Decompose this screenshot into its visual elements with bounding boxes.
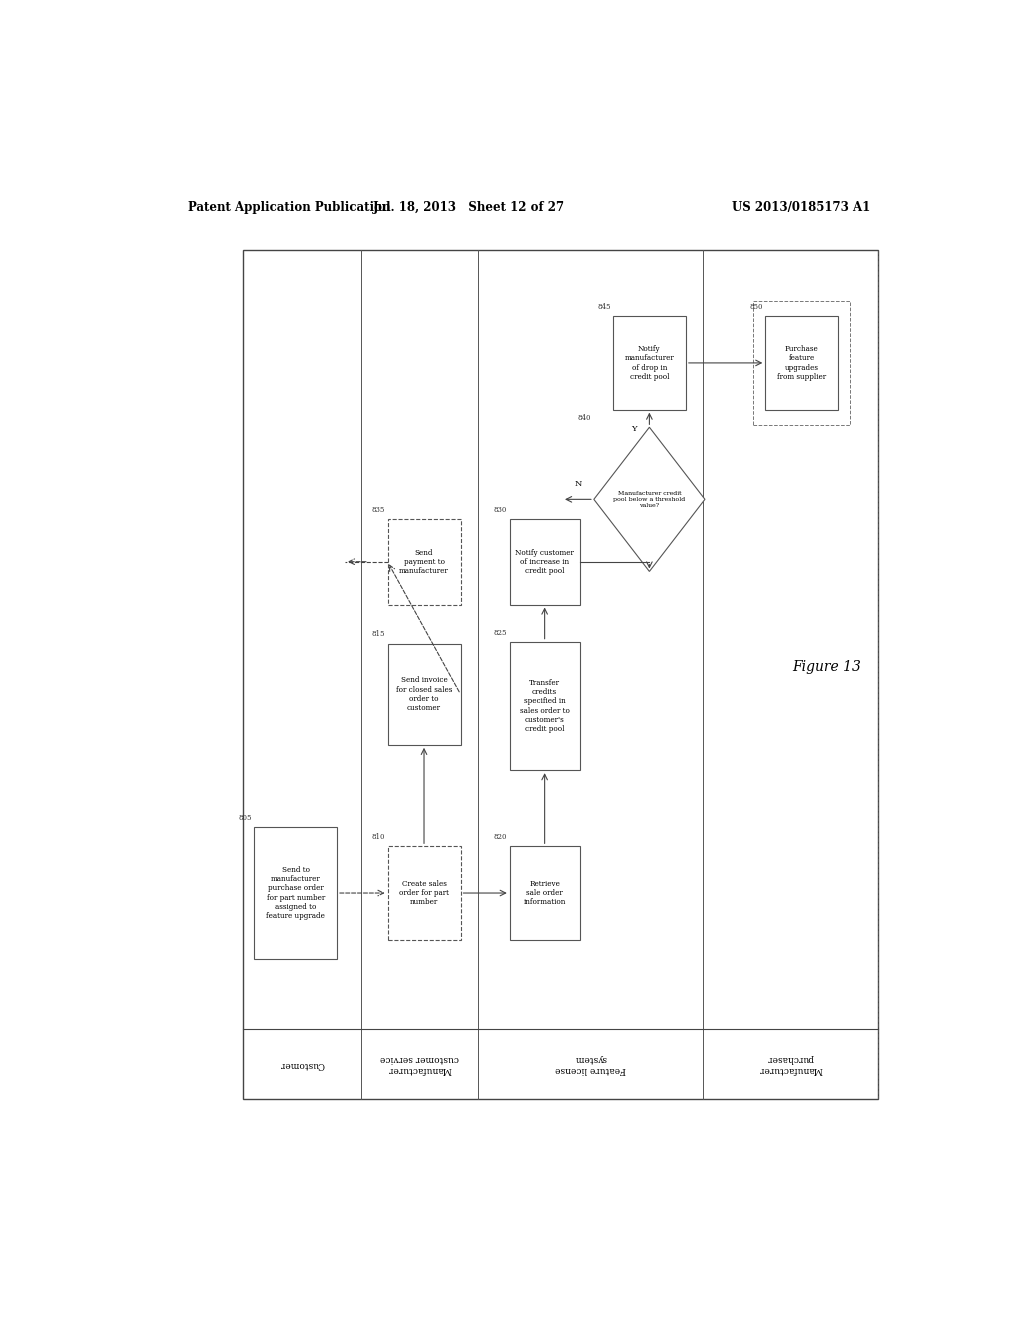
Text: US 2013/0185173 A1: US 2013/0185173 A1 <box>732 201 870 214</box>
Text: 825: 825 <box>494 628 507 636</box>
Text: Purchase
feature
upgrades
from supplier: Purchase feature upgrades from supplier <box>777 345 826 380</box>
Bar <box>510 642 580 771</box>
Text: 810: 810 <box>372 833 385 841</box>
Text: Patent Application Publication: Patent Application Publication <box>187 201 390 214</box>
Text: 850: 850 <box>750 304 763 312</box>
Text: Jul. 18, 2013   Sheet 12 of 27: Jul. 18, 2013 Sheet 12 of 27 <box>373 201 565 214</box>
Text: Manufacturer
purchaser: Manufacturer purchaser <box>759 1055 822 1073</box>
Text: Feature license
system: Feature license system <box>555 1055 626 1073</box>
Text: Customer: Customer <box>280 1060 325 1068</box>
Text: Notify
manufacturer
of drop in
credit pool: Notify manufacturer of drop in credit po… <box>625 345 674 380</box>
Text: 835: 835 <box>372 506 385 513</box>
Text: 830: 830 <box>494 506 507 513</box>
Text: 845: 845 <box>597 304 610 312</box>
Text: 805: 805 <box>239 813 252 821</box>
Text: Figure 13: Figure 13 <box>792 660 861 673</box>
Bar <box>754 301 850 425</box>
Bar <box>765 317 839 409</box>
Text: Send to
manufacturer
purchase order
for part number
assigned to
feature upgrade: Send to manufacturer purchase order for … <box>266 866 326 920</box>
Text: N: N <box>574 480 582 488</box>
Bar <box>255 826 337 960</box>
Text: Transfer
credits
specified in
sales order to
customer's
credit pool: Transfer credits specified in sales orde… <box>520 678 569 733</box>
Text: 820: 820 <box>494 833 507 841</box>
Text: Manufacturer credit
pool below a threshold
value?: Manufacturer credit pool below a thresho… <box>613 491 685 508</box>
Bar <box>387 519 461 605</box>
Bar <box>243 249 878 1098</box>
Text: Notify customer
of increase in
credit pool: Notify customer of increase in credit po… <box>515 549 574 576</box>
Bar <box>613 317 686 409</box>
Bar <box>510 846 580 940</box>
Text: Retrieve
sale order
information: Retrieve sale order information <box>523 880 566 907</box>
Polygon shape <box>594 428 705 572</box>
Text: Y: Y <box>631 425 636 433</box>
Bar <box>387 644 461 744</box>
Bar <box>510 519 580 605</box>
Text: 840: 840 <box>578 414 592 422</box>
Bar <box>387 846 461 940</box>
Text: Send
payment to
manufacturer: Send payment to manufacturer <box>399 549 449 576</box>
Text: Create sales
order for part
number: Create sales order for part number <box>399 880 449 907</box>
Text: Send invoice
for closed sales
order to
customer: Send invoice for closed sales order to c… <box>396 676 453 711</box>
Text: Manufacturer
customer service: Manufacturer customer service <box>380 1055 459 1073</box>
Text: 815: 815 <box>372 631 385 639</box>
